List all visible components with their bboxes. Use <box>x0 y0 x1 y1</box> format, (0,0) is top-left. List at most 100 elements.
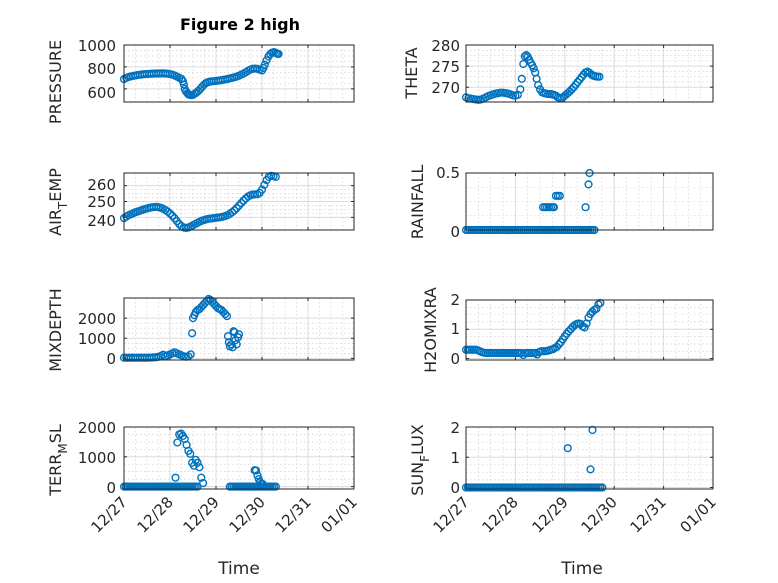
data-point <box>260 180 269 189</box>
y-axis-label: AIRTEMP <box>46 168 70 236</box>
data-point <box>529 64 538 73</box>
y-tick-label-275: 275 <box>431 58 460 76</box>
y-axis-label-rest: SL <box>46 424 65 443</box>
data-point <box>271 482 280 491</box>
data-point <box>257 185 267 194</box>
data-point <box>517 348 526 358</box>
y-tick-label-250: 250 <box>87 193 116 211</box>
grid-lines <box>123 426 355 489</box>
y-axis-label: MIXDEPTH <box>46 288 65 371</box>
data-point <box>228 208 237 217</box>
y-tick-label-1: 1 <box>450 449 460 467</box>
x-axis-label: Time <box>217 559 260 579</box>
y-tick-label-2: 2 <box>450 419 460 437</box>
y-tick-label-0: 0 <box>450 223 460 241</box>
data-point <box>171 473 180 482</box>
y-tick-label-2000: 2000 <box>78 310 116 328</box>
y-axis-label-main: AIR <box>46 209 65 236</box>
y-axis-label-main: SUN <box>408 462 427 496</box>
axes-frame <box>465 172 714 231</box>
y-tick-label-240: 240 <box>87 212 116 230</box>
y-tick-label-0: 0 <box>450 479 460 497</box>
data-point <box>588 425 597 435</box>
y-axis-label-rest: LUX <box>408 424 427 455</box>
subplot-pressure: 600 800 1000 PRESSURE <box>46 37 355 124</box>
data-point <box>519 59 528 69</box>
data-markers <box>119 171 280 233</box>
y-axis-label: H2OMIXRA <box>421 287 440 373</box>
data-markers <box>461 51 604 104</box>
data-point <box>592 304 601 313</box>
grid-lines <box>465 426 714 489</box>
y-tick-label-280: 280 <box>431 37 460 55</box>
x-axis-label: Time <box>560 559 603 579</box>
y-axis-label: SUNFLUX <box>408 424 432 496</box>
y-axis-label: THETA <box>402 47 421 99</box>
axes-frame <box>123 44 355 103</box>
data-point <box>594 300 603 309</box>
data-point <box>253 471 262 480</box>
y-tick-label-270: 270 <box>431 79 460 97</box>
x-tick-label-12-30: 12/30 <box>578 493 621 536</box>
data-point <box>251 466 261 475</box>
x-axis-bottom-left: 12/27 12/28 12/29 12/30 12/31 01/01 Time <box>88 493 361 579</box>
data-point <box>165 209 175 218</box>
data-point <box>595 72 604 81</box>
data-point <box>237 198 246 208</box>
data-point <box>193 482 202 491</box>
subplot-air-temp: 240 250 260 AIRTEMP <box>46 168 355 236</box>
grid-lines <box>465 299 714 360</box>
data-point <box>168 211 177 220</box>
subplot-mixdepth: 0 1000 2000 MIXDEPTH <box>46 288 355 372</box>
x-tick-label-12-28: 12/28 <box>479 493 522 536</box>
y-tick-label-1000: 1000 <box>78 330 116 348</box>
y-tick-label-1: 1 <box>450 320 460 338</box>
y-tick-label-0: 0 <box>450 350 460 368</box>
x-tick-label-01-01: 01/01 <box>318 493 361 536</box>
x-tick-label-12-27: 12/27 <box>430 493 473 536</box>
data-point <box>549 203 559 212</box>
data-point <box>195 463 204 472</box>
x-tick-label-12-30: 12/30 <box>226 493 269 536</box>
data-point <box>186 449 195 458</box>
figure-title: Figure 2 high <box>180 15 300 34</box>
y-tick-label-0: 0 <box>106 479 116 497</box>
data-point <box>563 444 572 453</box>
x-tick-label-12-31: 12/31 <box>272 493 315 536</box>
y-tick-label-0.5: 0.5 <box>436 164 460 182</box>
data-markers <box>461 298 605 360</box>
data-point <box>567 85 576 94</box>
x-tick-label-12-31: 12/31 <box>627 493 670 536</box>
axes-frame <box>123 297 355 361</box>
axes-frame <box>123 172 355 231</box>
data-point <box>173 438 182 447</box>
data-point <box>262 56 271 65</box>
data-point <box>260 60 269 69</box>
y-tick-label-2000: 2000 <box>78 419 116 437</box>
data-point <box>199 478 208 488</box>
data-point <box>580 323 589 332</box>
data-point <box>232 204 241 213</box>
data-point <box>221 310 230 319</box>
data-point <box>274 49 283 59</box>
y-tick-label-600: 600 <box>87 84 116 102</box>
data-point <box>222 312 232 321</box>
data-point <box>552 342 561 351</box>
data-point <box>178 77 187 86</box>
subplot-rainfall: 0 0.5 RAINFALL <box>408 164 714 241</box>
x-axis-bottom-right: 12/27 12/28 12/29 12/30 12/31 01/01 Time <box>430 493 720 579</box>
y-tick-label-0: 0 <box>106 350 116 368</box>
axes-frame <box>465 426 714 490</box>
data-point <box>186 350 195 359</box>
y-axis-label-subscript: T <box>56 201 70 210</box>
x-tick-label-12-27: 12/27 <box>88 493 131 536</box>
data-point <box>586 465 595 474</box>
data-point <box>534 81 543 90</box>
x-tick-label-12-29: 12/29 <box>180 493 223 536</box>
data-point <box>163 207 172 216</box>
data-point <box>555 191 564 200</box>
y-axis-label-subscript: F <box>418 455 432 462</box>
y-axis-label-rest: EMP <box>46 168 65 202</box>
data-point <box>187 329 197 338</box>
